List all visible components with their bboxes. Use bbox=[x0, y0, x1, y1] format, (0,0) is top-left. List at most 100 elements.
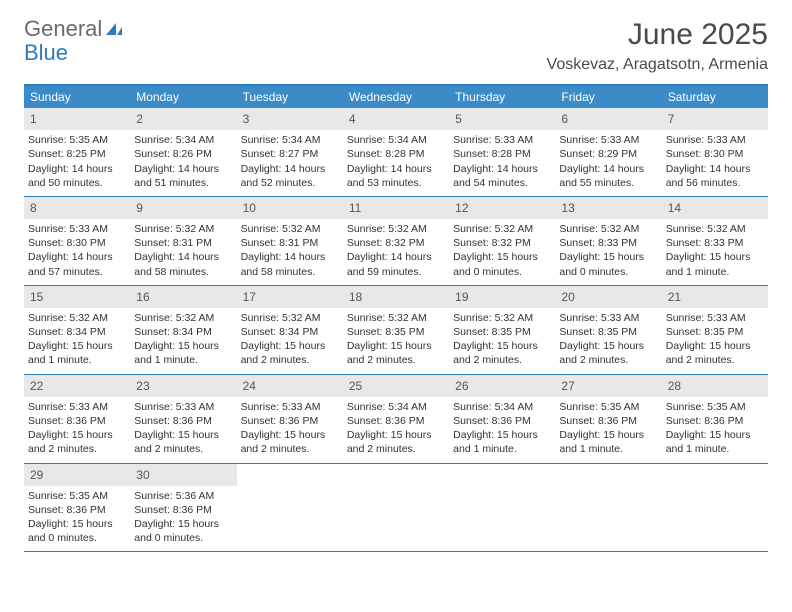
day-sunrise: Sunrise: 5:35 AM bbox=[28, 133, 126, 147]
day-cell: 18Sunrise: 5:32 AMSunset: 8:35 PMDayligh… bbox=[343, 286, 449, 374]
day-d1: Daylight: 14 hours bbox=[241, 162, 339, 176]
day-d2: and 2 minutes. bbox=[666, 353, 764, 367]
day-sunrise: Sunrise: 5:35 AM bbox=[28, 489, 126, 503]
logo-text-1: General bbox=[24, 16, 102, 41]
day-number: 15 bbox=[24, 286, 130, 308]
day-cell: 25Sunrise: 5:34 AMSunset: 8:36 PMDayligh… bbox=[343, 375, 449, 463]
day-sunset: Sunset: 8:32 PM bbox=[347, 236, 445, 250]
day-d2: and 1 minute. bbox=[453, 442, 551, 456]
day-d1: Daylight: 15 hours bbox=[134, 428, 232, 442]
day-sunrise: Sunrise: 5:33 AM bbox=[28, 400, 126, 414]
day-d1: Daylight: 15 hours bbox=[241, 428, 339, 442]
day-sunrise: Sunrise: 5:33 AM bbox=[453, 133, 551, 147]
day-cell: 20Sunrise: 5:33 AMSunset: 8:35 PMDayligh… bbox=[555, 286, 661, 374]
day-d2: and 2 minutes. bbox=[453, 353, 551, 367]
day-sunrise: Sunrise: 5:32 AM bbox=[134, 311, 232, 325]
day-sunrise: Sunrise: 5:33 AM bbox=[28, 222, 126, 236]
day-sunrise: Sunrise: 5:33 AM bbox=[241, 400, 339, 414]
day-cell: 16Sunrise: 5:32 AMSunset: 8:34 PMDayligh… bbox=[130, 286, 236, 374]
day-d2: and 2 minutes. bbox=[347, 353, 445, 367]
day-d2: and 2 minutes. bbox=[347, 442, 445, 456]
day-sunset: Sunset: 8:36 PM bbox=[666, 414, 764, 428]
day-sunrise: Sunrise: 5:34 AM bbox=[347, 400, 445, 414]
day-cell: 3Sunrise: 5:34 AMSunset: 8:27 PMDaylight… bbox=[237, 108, 343, 196]
day-sunset: Sunset: 8:25 PM bbox=[28, 147, 126, 161]
day-sunrise: Sunrise: 5:34 AM bbox=[134, 133, 232, 147]
day-number: 4 bbox=[343, 108, 449, 130]
day-number: 18 bbox=[343, 286, 449, 308]
day-number: 14 bbox=[662, 197, 768, 219]
day-d2: and 58 minutes. bbox=[134, 265, 232, 279]
day-number: 5 bbox=[449, 108, 555, 130]
day-sunset: Sunset: 8:33 PM bbox=[666, 236, 764, 250]
day-number: 26 bbox=[449, 375, 555, 397]
day-cell: . bbox=[555, 464, 661, 552]
day-cell: 14Sunrise: 5:32 AMSunset: 8:33 PMDayligh… bbox=[662, 197, 768, 285]
week-row: 29 Sunrise: 5:35 AM Sunset: 8:36 PMDayligh… bbox=[24, 464, 768, 553]
logo: General Blue bbox=[24, 18, 124, 65]
day-d2: and 56 minutes. bbox=[666, 176, 764, 190]
calendar-page: General Blue June 2025 Voskevaz, Aragats… bbox=[0, 0, 792, 570]
day-sunrise: Sunrise: 5:33 AM bbox=[559, 133, 657, 147]
day-cell: 1Sunrise: 5:35 AMSunset: 8:25 PMDaylight… bbox=[24, 108, 130, 196]
day-sunset: Sunset: 8:35 PM bbox=[666, 325, 764, 339]
day-number: 8 bbox=[24, 197, 130, 219]
day-d2: and 1 minute. bbox=[666, 265, 764, 279]
day-sunrise: Sunrise: 5:36 AM bbox=[134, 489, 232, 503]
day-number: 27 bbox=[555, 375, 661, 397]
day-cell: 27Sunrise: 5:35 AMSunset: 8:36 PMDayligh… bbox=[555, 375, 661, 463]
day-d2: and 51 minutes. bbox=[134, 176, 232, 190]
day-d2: and 58 minutes. bbox=[241, 265, 339, 279]
day-sunrise: Sunrise: 5:32 AM bbox=[559, 222, 657, 236]
day-sunset: Sunset: 8:36 PM bbox=[28, 414, 126, 428]
day-sunrise: Sunrise: 5:33 AM bbox=[666, 133, 764, 147]
day-sunset: Sunset: 8:36 PM bbox=[453, 414, 551, 428]
day-cell: 22Sunrise: 5:33 AMSunset: 8:36 PMDayligh… bbox=[24, 375, 130, 463]
day-cell: . bbox=[662, 464, 768, 552]
day-d1: Daylight: 14 hours bbox=[28, 250, 126, 264]
day-d1: Daylight: 15 hours bbox=[453, 428, 551, 442]
day-sunset: Sunset: 8:35 PM bbox=[347, 325, 445, 339]
day-number: 23 bbox=[130, 375, 236, 397]
day-sunrise: Sunrise: 5:32 AM bbox=[347, 222, 445, 236]
day-sunset: Sunset: 8:28 PM bbox=[453, 147, 551, 161]
week-row: 15Sunrise: 5:32 AMSunset: 8:34 PMDayligh… bbox=[24, 286, 768, 375]
day-d1: Daylight: 14 hours bbox=[347, 162, 445, 176]
day-sunset: Sunset: 8:36 PM bbox=[134, 503, 232, 517]
logo-sail-icon bbox=[104, 21, 124, 42]
day-cell: 24Sunrise: 5:33 AMSunset: 8:36 PMDayligh… bbox=[237, 375, 343, 463]
day-d1: Daylight: 15 hours bbox=[134, 517, 232, 531]
day-cell: . bbox=[343, 464, 449, 552]
day-d1: Daylight: 15 hours bbox=[559, 339, 657, 353]
day-cell: 19Sunrise: 5:32 AMSunset: 8:35 PMDayligh… bbox=[449, 286, 555, 374]
day-d1: Daylight: 15 hours bbox=[347, 428, 445, 442]
day-d2: and 1 minute. bbox=[559, 442, 657, 456]
day-d1: Daylight: 15 hours bbox=[453, 339, 551, 353]
day-number: 21 bbox=[662, 286, 768, 308]
day-cell: 7Sunrise: 5:33 AMSunset: 8:30 PMDaylight… bbox=[662, 108, 768, 196]
day-sunset: Sunset: 8:35 PM bbox=[453, 325, 551, 339]
day-sunset: Sunset: 8:36 PM bbox=[134, 414, 232, 428]
day-sunrise: Sunrise: 5:32 AM bbox=[134, 222, 232, 236]
day-number: 20 bbox=[555, 286, 661, 308]
week-row: 1 Sunrise: 5:35 AMSunset: 8:25 PM Daylight… bbox=[24, 108, 768, 197]
day-cell: 6Sunrise: 5:33 AMSunset: 8:29 PMDaylight… bbox=[555, 108, 661, 196]
day-number: 3 bbox=[237, 108, 343, 130]
dow-sunday: Sunday bbox=[24, 86, 130, 108]
day-number: 2 bbox=[130, 108, 236, 130]
day-sunset: Sunset: 8:30 PM bbox=[28, 236, 126, 250]
day-number: 11 bbox=[343, 197, 449, 219]
day-number: 1 bbox=[24, 108, 130, 130]
day-d2: and 1 minute. bbox=[28, 353, 126, 367]
day-d2: and 0 minutes. bbox=[134, 531, 232, 545]
day-d2: and 2 minutes. bbox=[241, 442, 339, 456]
dow-tuesday: Tuesday bbox=[237, 86, 343, 108]
day-sunrise: Sunrise: 5:33 AM bbox=[134, 400, 232, 414]
day-number: 9 bbox=[130, 197, 236, 219]
day-d2: and 2 minutes. bbox=[559, 353, 657, 367]
day-sunrise: Sunrise: 5:32 AM bbox=[347, 311, 445, 325]
day-number: 29 bbox=[24, 464, 130, 486]
day-d2: and 50 minutes. bbox=[28, 176, 126, 190]
day-sunset: Sunset: 8:30 PM bbox=[666, 147, 764, 161]
day-d1: Daylight: 14 hours bbox=[134, 162, 232, 176]
